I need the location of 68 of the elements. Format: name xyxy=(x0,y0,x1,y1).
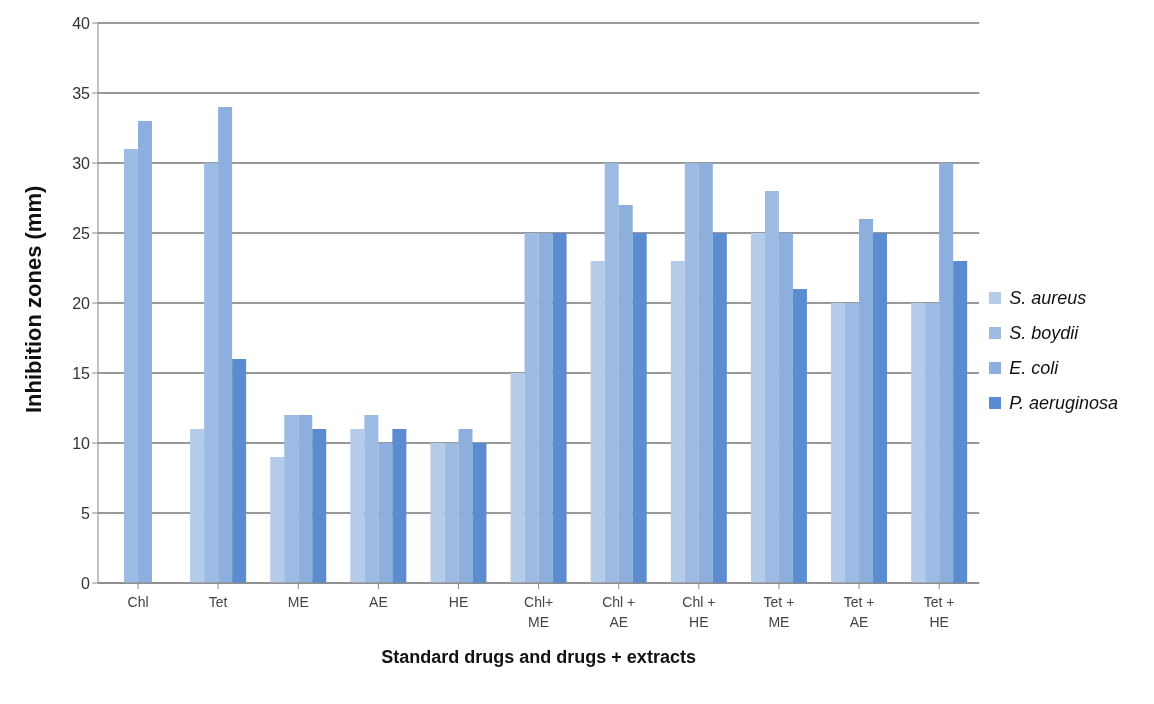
bar xyxy=(284,415,299,583)
bar xyxy=(312,429,327,583)
bar xyxy=(392,429,407,583)
bar xyxy=(378,443,393,583)
bar xyxy=(472,443,487,583)
bar xyxy=(124,149,139,583)
bar xyxy=(939,163,954,583)
bar xyxy=(270,457,285,583)
bar xyxy=(232,359,247,583)
y-tick-label: 0 xyxy=(81,574,91,592)
bar xyxy=(218,107,233,583)
bar xyxy=(364,415,379,583)
bar xyxy=(552,233,567,583)
bar xyxy=(458,429,473,583)
y-tick-label: 40 xyxy=(72,14,91,32)
bar xyxy=(831,303,846,583)
x-tick-label: Chl xyxy=(127,594,149,610)
y-tick-label: 25 xyxy=(72,224,91,242)
bar xyxy=(845,303,860,583)
bar xyxy=(632,233,647,583)
x-tick-label: AE xyxy=(369,594,388,610)
bar xyxy=(510,373,525,583)
legend-label: P. aeruginosa xyxy=(1009,392,1118,414)
bar xyxy=(873,233,888,583)
legend-label: S. boydii xyxy=(1009,322,1079,344)
bar xyxy=(350,429,365,583)
bar xyxy=(190,429,205,583)
bar xyxy=(750,233,765,583)
bar xyxy=(138,121,153,583)
x-tick-label: Tet xyxy=(208,594,228,610)
y-tick-label: 35 xyxy=(72,84,91,102)
bar xyxy=(953,261,968,583)
y-tick-label: 10 xyxy=(72,434,91,452)
x-tick-label: Tet + HE xyxy=(923,594,955,630)
legend-label: S. aureus xyxy=(1009,287,1087,309)
bar xyxy=(538,233,553,583)
x-tick-label: Tet + ME xyxy=(763,594,795,630)
x-axis-title: Standard drugs and drugs + extracts xyxy=(381,647,696,667)
x-tick-label: HE xyxy=(448,594,469,610)
y-tick-label: 15 xyxy=(72,364,91,382)
bar xyxy=(204,163,219,583)
x-tick-label: Chl+ ME xyxy=(524,594,554,630)
y-tick-label: 5 xyxy=(81,504,91,522)
bar xyxy=(670,261,685,583)
bar xyxy=(778,233,793,583)
y-axis-title: Inhibition zones (mm) xyxy=(20,185,46,413)
bar xyxy=(698,163,713,583)
bar xyxy=(618,205,633,583)
bar xyxy=(298,415,313,583)
bar xyxy=(764,191,779,583)
x-tick-label: Tet + AE xyxy=(843,594,875,630)
bar xyxy=(590,261,605,583)
legend-label: E. coli xyxy=(1009,357,1059,379)
y-tick-label: 30 xyxy=(72,154,91,172)
y-tick-label: 20 xyxy=(72,294,91,312)
x-tick-label: ME xyxy=(287,594,309,610)
bar xyxy=(524,233,539,583)
bar xyxy=(604,163,619,583)
x-tick-label: Chl + AE xyxy=(602,594,636,630)
bar xyxy=(859,219,874,583)
bar xyxy=(792,289,807,583)
bar xyxy=(712,233,727,583)
bar xyxy=(430,443,445,583)
x-tick-label: Chl + HE xyxy=(682,594,716,630)
bar xyxy=(911,303,926,583)
bar xyxy=(444,443,459,583)
bar xyxy=(925,303,940,583)
bar xyxy=(684,163,699,583)
